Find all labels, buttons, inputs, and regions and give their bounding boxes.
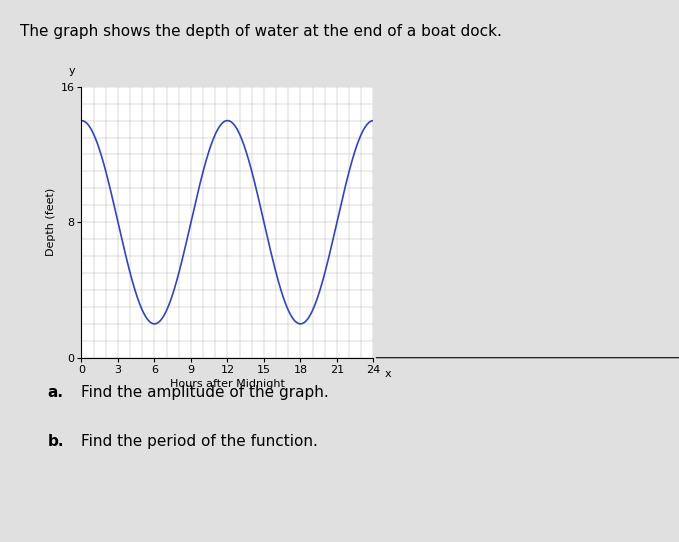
Text: Find the amplitude of the graph.: Find the amplitude of the graph.	[81, 385, 329, 400]
Text: a.: a.	[48, 385, 64, 400]
Text: x: x	[385, 369, 392, 378]
Text: Find the period of the function.: Find the period of the function.	[81, 434, 318, 449]
Text: The graph shows the depth of water at the end of a boat dock.: The graph shows the depth of water at th…	[20, 24, 502, 40]
Text: b.: b.	[48, 434, 64, 449]
Text: y: y	[69, 66, 75, 76]
X-axis label: Hours after Midnight: Hours after Midnight	[170, 379, 285, 389]
Y-axis label: Depth (feet): Depth (feet)	[46, 188, 56, 256]
